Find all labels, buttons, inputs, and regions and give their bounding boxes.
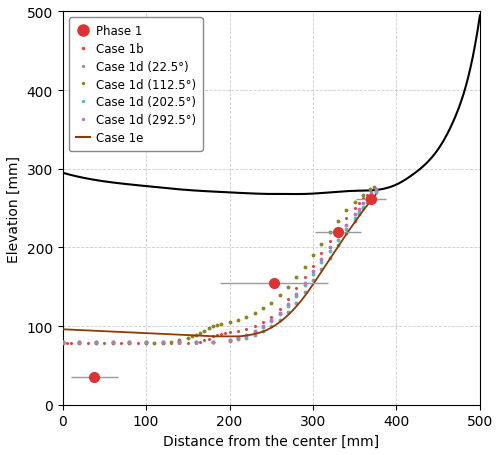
- Legend: Phase 1, Case 1b, Case 1d (22.5°), Case 1d (112.5°), Case 1d (202.5°), Case 1d (: Phase 1, Case 1b, Case 1d (22.5°), Case …: [68, 18, 203, 152]
- Y-axis label: Elevation [mm]: Elevation [mm]: [7, 155, 21, 262]
- X-axis label: Distance from the center [mm]: Distance from the center [mm]: [163, 434, 380, 448]
